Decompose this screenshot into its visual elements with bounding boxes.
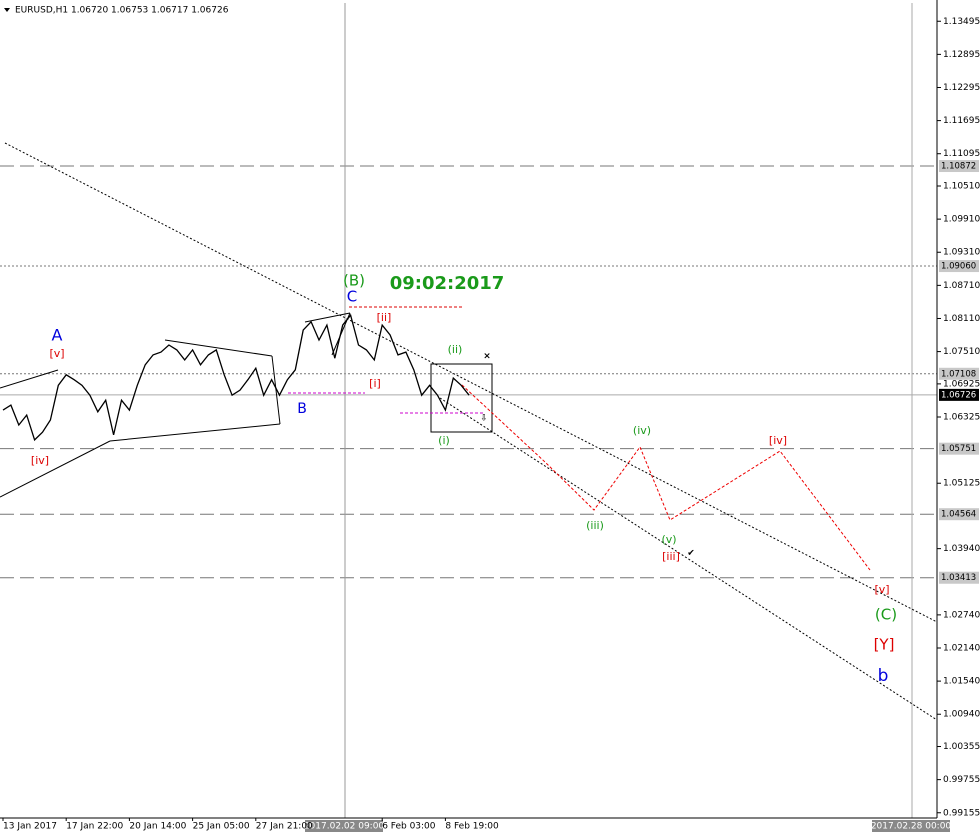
wave-line (164, 339, 273, 357)
x-tick-label: 13 Jan 2017 (3, 822, 57, 832)
wave-label: [iv] (31, 454, 49, 467)
wave-label: b (878, 666, 889, 686)
wave-label: C (347, 288, 357, 306)
wave-label: [v] (874, 583, 889, 596)
y-tick-label: 1.02140 (943, 643, 980, 653)
wave-line (271, 355, 281, 425)
arrow-icon: ⇩ (480, 414, 488, 424)
wave-label: (i) (438, 434, 450, 447)
y-tick-label: 1.09910 (943, 215, 980, 225)
level-label: 1.06726 (941, 390, 976, 400)
y-tick-label: 1.09310 (943, 248, 980, 258)
y-tick-label: 1.00355 (943, 742, 980, 752)
wave-label: B (297, 401, 307, 417)
level-label-box (939, 260, 979, 273)
wave-label: (iv) (633, 424, 651, 437)
crosshair-time: 2017.02.02 09:00 (304, 822, 385, 832)
wave-label: (C) (875, 606, 897, 624)
date-annotation: 09:02:2017 (390, 273, 505, 294)
y-tick-label: 1.11095 (943, 149, 980, 159)
y-tick-label: 1.07510 (943, 347, 980, 357)
y-tick-label: 1.10510 (943, 182, 980, 192)
level-label-box (939, 571, 979, 584)
wave-line (0, 440, 111, 498)
level-label: 1.03413 (941, 573, 976, 583)
level-label-box (939, 442, 979, 455)
x-tick-label: 8 Feb 19:00 (445, 822, 499, 832)
trend-line (4, 142, 938, 623)
wave-line (109, 423, 281, 442)
x-tick-label: 27 Jan 21:00 (256, 822, 313, 832)
trend-line (439, 397, 938, 721)
y-tick-label: 0.99755 (943, 775, 980, 785)
level-label: 1.04564 (941, 510, 976, 520)
wave-label: [i] (369, 377, 381, 390)
price-series (2, 313, 470, 442)
level-label-box (939, 367, 979, 380)
y-tick-label: 1.13495 (943, 17, 980, 27)
x-tick-label: 25 Jan 05:00 (193, 822, 250, 832)
wave-label: (B) (343, 272, 365, 290)
level-label: 1.05751 (941, 444, 976, 454)
x-tick-label: 20 Jan 14:00 (129, 822, 186, 832)
x-tick-label: 17 Jan 22:00 (66, 822, 123, 832)
level-label-box (939, 388, 979, 401)
chart-title: EURUSD,H1 1.06720 1.06753 1.06717 1.0672… (15, 6, 229, 16)
y-tick-label: 1.03940 (943, 544, 980, 554)
price-line (2, 313, 470, 442)
y-tick-label: 1.00940 (943, 710, 980, 720)
end-time: 2017.02.28 00:00 (871, 822, 952, 832)
y-tick-label: 1.06325 (943, 413, 980, 423)
selection-box (430, 363, 493, 433)
wave-label: [v] (49, 347, 64, 360)
y-tick-label: 1.08110 (943, 314, 980, 324)
close-icon[interactable]: × (483, 352, 491, 362)
wave-label: [iii] (662, 550, 680, 563)
wave-label: (v) (661, 533, 676, 546)
level-label: 1.07108 (941, 369, 976, 379)
wave-label: [ii] (377, 311, 392, 324)
y-tick-label: 0.99155 (943, 808, 980, 818)
x-tick-label: 6 Feb 03:00 (382, 822, 436, 832)
wave-label: [Y] (874, 636, 895, 654)
y-tick-label: 1.12295 (943, 83, 980, 93)
wave-label: (ii) (448, 343, 463, 356)
y-tick-label: 1.01540 (943, 677, 980, 687)
y-tick-label: 1.08710 (943, 281, 980, 291)
check-icon: ✔ (687, 549, 695, 559)
y-tick-label: 1.11695 (943, 116, 980, 126)
wave-labels: A [v] [iv] B (B)C [ii] [i] (ii) (i) (iii) (iv) (v) [… (31, 272, 897, 687)
level-label-box (939, 160, 979, 173)
crosshair-time-box (305, 820, 383, 832)
y-tick-label: 1.12895 (943, 50, 980, 60)
wave-label: (iii) (586, 519, 604, 532)
wave-label: [iv] (769, 434, 787, 447)
level-label: 1.09060 (941, 262, 976, 272)
level-label-box (939, 508, 979, 521)
menu-arrow[interactable] (4, 8, 10, 12)
wave-line (0, 369, 59, 389)
end-time-box (872, 820, 950, 832)
y-tick-label: 1.06925 (943, 379, 980, 389)
wave-label: A (52, 326, 63, 345)
y-tick-label: 1.05125 (943, 479, 980, 489)
wave-lines (0, 312, 493, 498)
y-tick-label: 1.02740 (943, 610, 980, 620)
level-label: 1.10872 (941, 162, 976, 172)
wave-line (304, 312, 351, 323)
